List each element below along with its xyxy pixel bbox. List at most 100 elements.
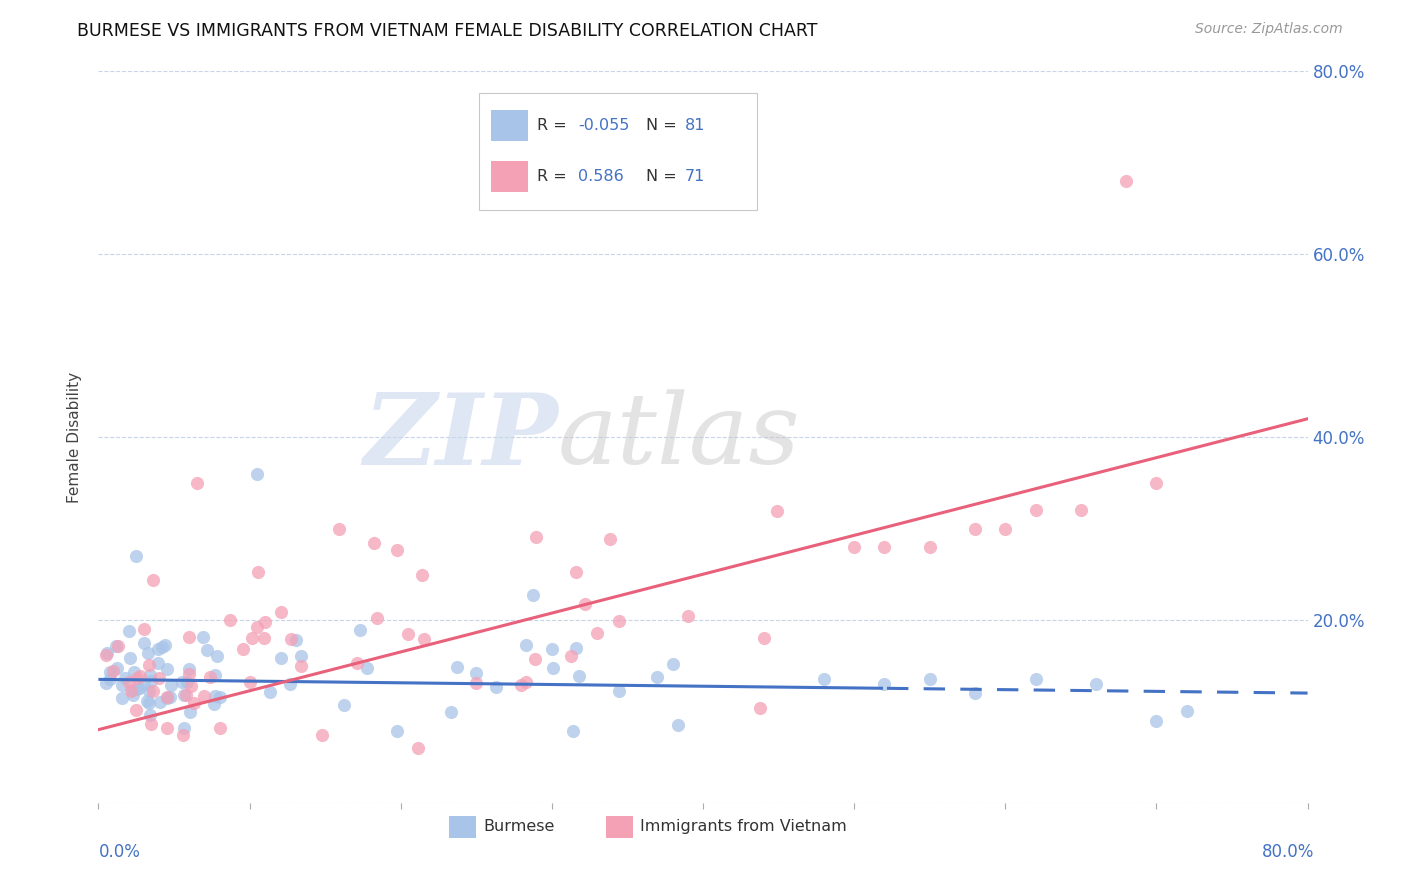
- Point: [607, 614, 630, 628]
- Point: [965, 686, 987, 700]
- Bar: [606, 816, 633, 838]
- Text: 0.586: 0.586: [578, 169, 624, 184]
- Point: [160, 678, 183, 692]
- Point: [510, 678, 533, 692]
- Point: [139, 673, 162, 688]
- Point: [148, 641, 170, 656]
- Point: [125, 681, 148, 696]
- Point: [104, 640, 127, 654]
- Point: [363, 536, 385, 550]
- Point: [136, 694, 159, 708]
- Point: [568, 668, 591, 682]
- Text: Burmese: Burmese: [482, 820, 554, 834]
- Point: [524, 652, 547, 666]
- Point: [142, 684, 165, 698]
- Bar: [492, 110, 527, 141]
- Point: [662, 657, 685, 671]
- Point: [174, 688, 197, 702]
- Point: [136, 646, 159, 660]
- Point: [117, 675, 139, 690]
- Point: [205, 649, 228, 664]
- Point: [270, 606, 292, 620]
- Point: [155, 722, 177, 736]
- Point: [146, 657, 169, 671]
- Point: [208, 690, 231, 705]
- Y-axis label: Female Disability: Female Disability: [67, 371, 83, 503]
- Point: [270, 651, 292, 665]
- Point: [193, 689, 215, 703]
- Point: [138, 657, 160, 672]
- Point: [965, 521, 987, 535]
- Text: R =: R =: [537, 118, 572, 133]
- Point: [311, 728, 333, 742]
- Point: [172, 728, 194, 742]
- Point: [134, 622, 156, 636]
- Point: [156, 690, 179, 705]
- Point: [125, 671, 148, 685]
- Point: [1144, 475, 1167, 490]
- Point: [240, 631, 263, 645]
- Text: R =: R =: [537, 169, 572, 184]
- Point: [565, 565, 588, 579]
- Point: [122, 665, 145, 680]
- Point: [332, 698, 354, 713]
- Point: [125, 549, 148, 563]
- Point: [239, 674, 262, 689]
- Point: [96, 646, 118, 660]
- Point: [560, 648, 582, 663]
- Point: [246, 619, 269, 633]
- Point: [98, 665, 121, 679]
- Point: [105, 661, 128, 675]
- Point: [138, 697, 160, 711]
- Text: N =: N =: [647, 118, 682, 133]
- Point: [191, 630, 214, 644]
- Point: [186, 475, 208, 490]
- Point: [124, 703, 146, 717]
- Point: [134, 636, 156, 650]
- Point: [103, 664, 125, 678]
- Point: [132, 676, 155, 690]
- Point: [440, 705, 463, 719]
- Point: [349, 624, 371, 638]
- Point: [128, 669, 150, 683]
- Point: [666, 718, 689, 732]
- Point: [177, 662, 200, 676]
- Point: [176, 675, 198, 690]
- Bar: [492, 161, 527, 192]
- Point: [94, 648, 117, 662]
- Point: [562, 724, 585, 739]
- Point: [1085, 677, 1108, 691]
- Point: [280, 632, 302, 646]
- Point: [173, 722, 195, 736]
- Point: [253, 615, 276, 630]
- Point: [485, 680, 508, 694]
- Point: [1175, 705, 1198, 719]
- FancyBboxPatch shape: [479, 94, 758, 211]
- Point: [183, 696, 205, 710]
- Point: [366, 610, 388, 624]
- Point: [1115, 174, 1137, 188]
- Point: [645, 670, 668, 684]
- Point: [465, 665, 488, 680]
- Point: [198, 670, 221, 684]
- Point: [246, 467, 269, 481]
- Point: [1144, 714, 1167, 728]
- Point: [465, 676, 488, 690]
- Text: 71: 71: [685, 169, 706, 184]
- Text: 81: 81: [685, 118, 706, 133]
- Point: [515, 638, 537, 652]
- Point: [574, 597, 596, 611]
- Point: [114, 671, 136, 685]
- Point: [540, 642, 562, 657]
- Point: [754, 631, 776, 645]
- Point: [385, 724, 408, 739]
- Point: [111, 678, 134, 692]
- Point: [607, 683, 630, 698]
- Point: [411, 567, 433, 582]
- Point: [149, 695, 172, 709]
- Point: [413, 632, 436, 646]
- Point: [524, 530, 547, 544]
- Point: [994, 521, 1017, 535]
- Point: [328, 521, 350, 535]
- Point: [813, 673, 835, 687]
